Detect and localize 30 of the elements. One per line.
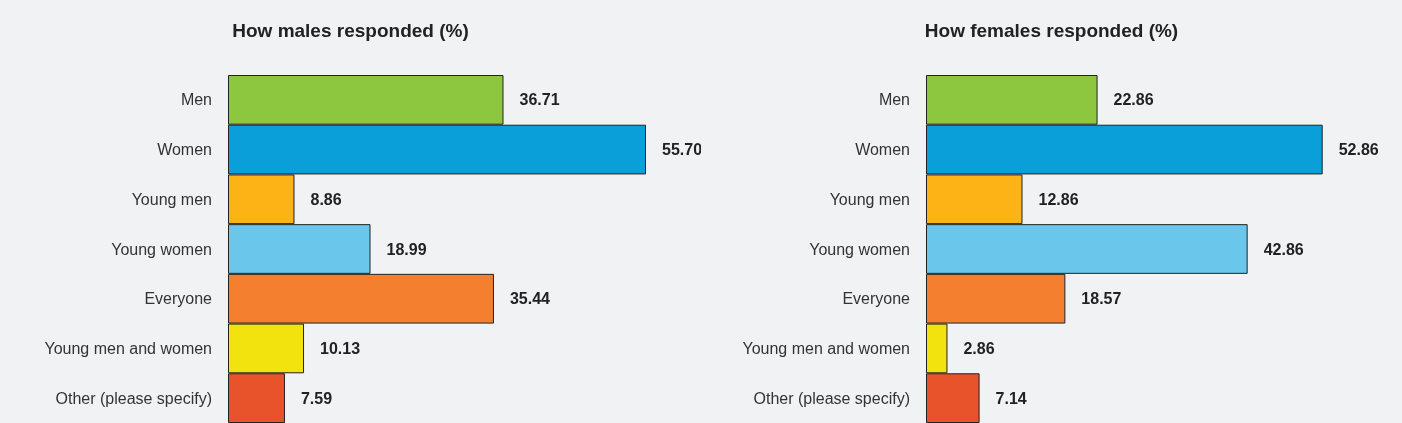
y-tick-label: Women [157,141,212,159]
data-label: 7.14 [995,389,1027,407]
y-tick-label: Other (please specify) [55,389,212,407]
chart-title: How females responded (%) [924,20,1179,41]
data-label: 42.86 [1263,240,1304,258]
y-tick-label: Young men and women [44,339,212,357]
data-label: 18.99 [386,240,427,258]
y-tick-label: Men [180,91,212,109]
y-tick-label: Women [855,141,910,159]
data-label: 10.13 [320,339,361,357]
y-tick-label: Young men and women [742,339,910,357]
data-label: 36.71 [519,91,560,109]
y-tick-label: Young men [131,190,212,208]
data-label: 12.86 [1038,190,1079,208]
data-label: 22.86 [1113,91,1154,109]
chart-title: How males responded (%) [232,20,469,41]
data-label: 7.59 [300,389,333,407]
data-label: 18.57 [1081,290,1122,308]
y-tick-label: Young women [111,240,212,258]
y-tick-label: Men [878,91,910,109]
y-tick-label: Young women [809,240,910,258]
y-tick-label: Everyone [842,290,911,308]
data-label: 2.86 [963,339,995,357]
data-label: 55.70 [662,141,703,159]
y-tick-label: Other (please specify) [753,389,910,407]
data-label: 52.86 [1338,141,1379,159]
y-tick-label: Everyone [144,290,213,308]
data-label: 8.86 [310,190,342,208]
data-label: 35.44 [509,290,551,308]
y-tick-label: Young men [829,190,910,208]
